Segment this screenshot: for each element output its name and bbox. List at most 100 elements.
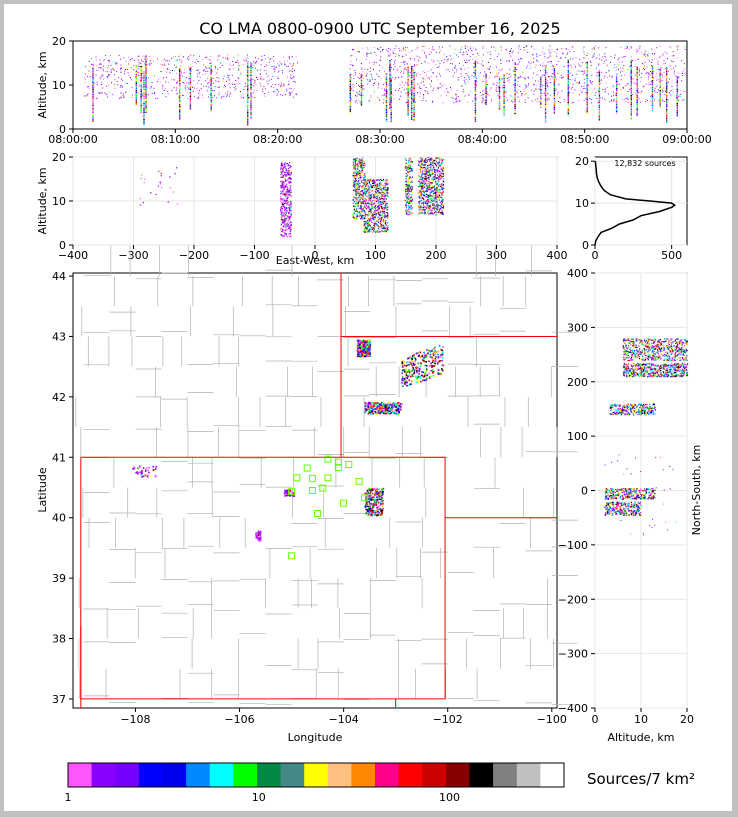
time-altitude-source <box>145 102 147 105</box>
time-altitude-source <box>643 54 645 56</box>
time-altitude-source <box>544 93 547 95</box>
time-altitude-source <box>658 99 660 101</box>
ew-altitude-source <box>383 219 385 221</box>
time-altitude-source <box>240 73 242 75</box>
ew-altitude-source <box>361 214 364 217</box>
time-altitude-source <box>424 45 426 47</box>
time-altitude-source <box>270 86 272 88</box>
time-altitude-source <box>385 101 388 103</box>
time-altitude-source <box>224 84 225 86</box>
ew-altitude-source <box>376 223 378 225</box>
time-altitude-source <box>595 92 597 93</box>
time-altitude-source <box>145 60 147 63</box>
time-altitude-source <box>179 118 181 120</box>
ew-altitude-source <box>420 177 422 179</box>
time-altitude-source <box>116 62 118 64</box>
time-altitude-source <box>540 97 542 100</box>
time-altitude-source <box>140 102 142 105</box>
time-altitude-source <box>411 88 413 91</box>
time-altitude-source <box>415 49 417 50</box>
ew-altitude-source <box>405 202 407 204</box>
time-altitude-source <box>533 48 535 50</box>
time-altitude-source <box>187 92 189 94</box>
time-altitude-source <box>179 107 181 109</box>
time-altitude-source <box>373 68 374 70</box>
ew-altitude-source <box>380 229 382 231</box>
time-altitude-source <box>143 97 145 100</box>
time-altitude-source <box>512 101 514 103</box>
time-altitude-source <box>215 67 216 69</box>
time-altitude-source <box>349 93 351 95</box>
time-altitude-source <box>278 70 280 72</box>
ew-altitude-source <box>371 197 373 199</box>
ew-altitude-source <box>281 187 283 189</box>
ew-altitude-source <box>407 197 409 199</box>
ew-altitude-source <box>354 186 356 188</box>
ew-altitude-source <box>409 170 411 173</box>
ew-altitude-source <box>372 189 374 191</box>
time-altitude-source <box>410 88 412 90</box>
time-altitude-source <box>519 49 521 50</box>
time-altitude-source <box>233 87 235 88</box>
ew-altitude-source <box>375 210 377 212</box>
ew-altitude-source <box>380 187 382 189</box>
ew-altitude-source <box>289 207 292 209</box>
time-altitude-source <box>127 72 129 74</box>
time-altitude-source <box>115 62 117 64</box>
time-altitude-source <box>429 77 431 79</box>
time-altitude-source <box>149 64 151 66</box>
ew-altitude-source <box>282 175 284 177</box>
time-altitude-source <box>490 101 492 103</box>
time-altitude-source <box>92 63 94 65</box>
time-altitude-source <box>567 73 569 76</box>
time-altitude-source <box>449 70 451 72</box>
time-altitude-source <box>392 52 394 54</box>
time-altitude-source <box>676 78 678 80</box>
time-altitude-source <box>396 68 398 70</box>
ew-altitude-source <box>386 202 388 205</box>
ew-altitude-source <box>386 216 388 218</box>
time-altitude-source <box>360 102 363 104</box>
ew-altitude-source <box>372 207 374 209</box>
ew-altitude-source <box>150 192 152 194</box>
ew-altitude-source <box>283 212 285 215</box>
ew-altitude-source <box>374 208 376 210</box>
time-altitude-source <box>474 80 477 82</box>
ew-altitude-source <box>407 162 409 164</box>
time-altitude-source <box>108 91 110 93</box>
time-altitude-source <box>239 91 241 93</box>
ew-altitude-source <box>287 202 289 204</box>
time-altitude-source <box>457 56 459 58</box>
time-altitude-source <box>650 81 652 83</box>
time-altitude-source <box>648 82 650 84</box>
ew-altitude-source <box>361 171 363 173</box>
ew-altitude-source <box>357 188 359 191</box>
ew-altitude-source <box>384 221 386 223</box>
time-altitude-source <box>567 80 569 83</box>
ew-altitude-source <box>356 202 358 205</box>
time-altitude-source <box>140 73 142 75</box>
time-altitude-source <box>411 118 413 121</box>
ew-altitude-source <box>290 224 292 226</box>
time-altitude-source <box>429 83 431 85</box>
ew-altitude-source <box>382 202 384 204</box>
time-altitude-source <box>140 83 142 85</box>
ew-altitude-source <box>368 180 371 182</box>
time-altitude-source <box>407 80 409 83</box>
ew-altitude-source <box>371 190 373 192</box>
time-altitude-source <box>599 58 601 60</box>
ew-altitude-source <box>358 176 360 178</box>
ew-altitude-source <box>352 175 354 177</box>
time-altitude-source <box>666 81 668 83</box>
ew-altitude-source <box>409 205 411 207</box>
time-altitude-source <box>407 66 409 69</box>
ew-altitude-source <box>285 172 287 174</box>
time-altitude-source <box>424 51 425 53</box>
ew-altitude-source <box>281 219 283 221</box>
time-altitude-source <box>102 75 104 77</box>
time-altitude-source <box>586 109 588 111</box>
time-altitude-source <box>370 52 372 54</box>
time-altitude-source <box>247 92 249 94</box>
time-altitude-source <box>524 93 526 95</box>
time-altitude-source <box>474 117 477 119</box>
